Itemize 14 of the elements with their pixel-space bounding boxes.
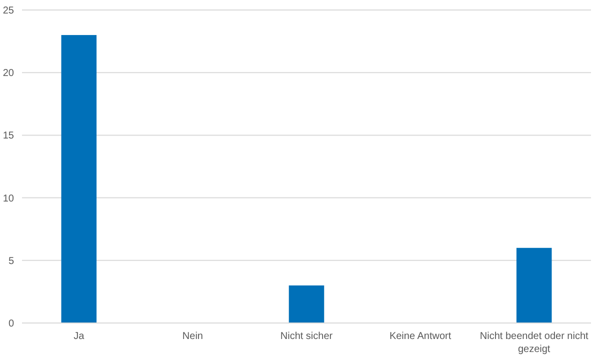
y-tick-label: 15	[2, 130, 14, 142]
y-tick-label: 5	[8, 256, 14, 267]
bar	[61, 35, 97, 323]
bar	[288, 285, 324, 323]
x-tick-label: Nein	[182, 331, 203, 342]
x-tick-label: Nicht sicher	[280, 331, 334, 342]
x-tick-label: Keine Antwort	[389, 331, 452, 342]
y-tick-label: 10	[2, 193, 14, 204]
y-tick-label: 25	[2, 6, 14, 16]
y-tick-label: 20	[2, 68, 14, 80]
bar	[516, 248, 552, 323]
x-tick-label: Nicht beendet oder nicht gezeigt	[480, 331, 589, 355]
y-tick-label: 0	[8, 318, 14, 330]
x-tick-label: Ja	[74, 331, 85, 342]
